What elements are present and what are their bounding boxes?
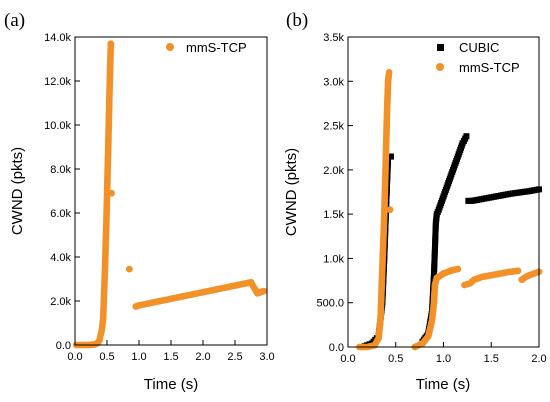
y-tick-label-a: 4.0k bbox=[50, 252, 71, 264]
plot-a-marks bbox=[72, 40, 268, 349]
legend-mms-tcp-label-b: mmS-TCP bbox=[459, 60, 520, 75]
x-tick-label-b: 2.0 bbox=[531, 353, 546, 365]
point-mms-tcp-b bbox=[386, 206, 394, 214]
plot-b-legend: CUBIC mmS-TCP bbox=[436, 40, 520, 75]
point-mms-tcp-a bbox=[107, 40, 115, 47]
point-mms-tcp-b bbox=[514, 267, 522, 275]
legend-mms-tcp-marker bbox=[166, 43, 174, 51]
point-cubic-b bbox=[387, 153, 394, 160]
plot-b-xlabel: Time (s) bbox=[416, 376, 470, 393]
x-tick-label-a: 0.0 bbox=[67, 351, 82, 363]
x-tick-label-b: 1.5 bbox=[484, 353, 499, 365]
y-tick-label-b: 1.0k bbox=[323, 253, 344, 265]
point-mms-tcp-a bbox=[125, 265, 133, 273]
y-tick-label-b: 1.5k bbox=[323, 209, 344, 221]
y-tick-label-b: 2.0k bbox=[323, 165, 344, 177]
y-tick-label-a: 6.0k bbox=[50, 208, 71, 220]
point-mms-tcp-a bbox=[260, 287, 268, 295]
y-tick-label-a: 0.0 bbox=[56, 340, 71, 352]
panel-b-tag: (b) bbox=[286, 10, 308, 31]
point-cubic-b bbox=[463, 133, 470, 140]
y-tick-label-b: 3.5k bbox=[323, 32, 344, 44]
x-tick-label-b: 0.0 bbox=[340, 353, 355, 365]
legend-mms-tcp-marker-b bbox=[436, 63, 444, 71]
plot-a-legend: mmS-TCP bbox=[166, 40, 247, 55]
point-mms-tcp-b bbox=[454, 265, 462, 273]
x-tick-label-a: 2.0 bbox=[195, 351, 210, 363]
x-tick-label-a: 1.5 bbox=[163, 351, 178, 363]
y-tick-label-b: 500.0 bbox=[316, 298, 344, 310]
x-tick-label-a: 3.0 bbox=[259, 351, 274, 363]
y-tick-label-a: 14.0k bbox=[44, 32, 71, 44]
y-tick-label-b: 0.0 bbox=[329, 342, 344, 354]
x-tick-label-b: 0.5 bbox=[388, 353, 403, 365]
point-mms-tcp-b bbox=[385, 69, 393, 76]
legend-cubic-marker bbox=[437, 44, 444, 51]
legend-mms-tcp-label: mmS-TCP bbox=[186, 40, 247, 55]
x-tick-label-b: 1.0 bbox=[436, 353, 451, 365]
y-tick-label-b: 3.0k bbox=[323, 76, 344, 88]
plot-a-xlabel: Time (s) bbox=[144, 376, 198, 393]
plot-a-ticks: 0.0 0.5 1.0 1.5 2.0 2.5 3.0 0.0 2.0k 4.0k 6.0k 8.0k… bbox=[44, 32, 275, 363]
y-tick-label-a: 12.0k bbox=[44, 76, 71, 88]
panel-b: (b) 0.0 0.5 1.0 1.5 2.0 0.0 500.0 1.0k 1.5k 2.0k 2… bbox=[283, 10, 547, 393]
y-tick-label-a: 10.0k bbox=[44, 120, 71, 132]
legend-cubic-label: CUBIC bbox=[459, 40, 499, 55]
plot-b-marks bbox=[356, 69, 543, 351]
plot-b-ylabel: CWND (pkts) bbox=[283, 148, 300, 236]
point-mms-tcp-a bbox=[108, 189, 115, 197]
x-tick-label-a: 0.5 bbox=[99, 351, 114, 363]
y-tick-label-a: 8.0k bbox=[50, 164, 71, 176]
x-tick-label-a: 2.5 bbox=[227, 351, 242, 363]
y-tick-label-a: 2.0k bbox=[50, 296, 71, 308]
panel-a-tag: (a) bbox=[4, 10, 25, 31]
plot-b-ticks: 0.0 0.5 1.0 1.5 2.0 0.0 500.0 1.0k 1.5k 2.0k 2.5k 3… bbox=[316, 32, 546, 365]
x-tick-label-a: 1.0 bbox=[131, 351, 146, 363]
y-tick-label-b: 2.5k bbox=[323, 121, 344, 133]
panel-a: (a) 0.0 0.5 1.0 1.5 2.0 2.5 3.0 0.0 2.0k 4.0k 6.0k… bbox=[4, 10, 275, 393]
plot-a-ylabel: CWND (pkts) bbox=[9, 147, 26, 235]
